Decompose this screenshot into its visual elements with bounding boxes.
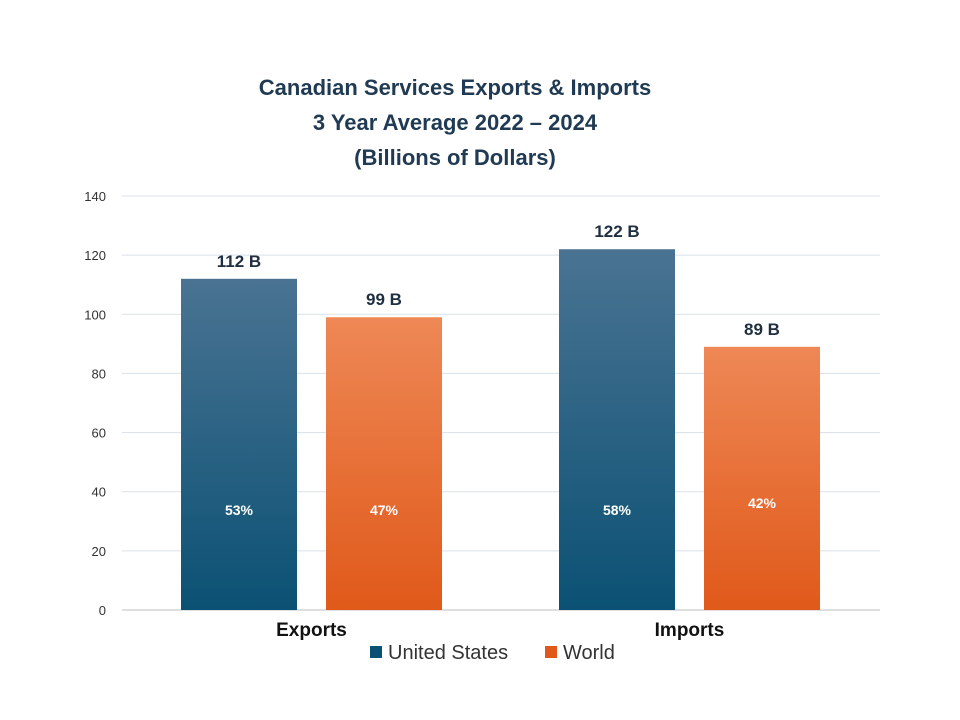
chart-title-line-1: Canadian Services Exports & Imports [259, 75, 651, 100]
bar-world-imports [704, 346, 820, 610]
legend-label-united-states: United States [388, 642, 508, 664]
y-tick-label-40: 40 [92, 485, 106, 500]
y-tick-label-0: 0 [99, 603, 106, 618]
percent-label-united-states-exports: 53% [225, 502, 254, 518]
value-label-united-states-imports: 122 B [594, 222, 639, 241]
value-label-world-imports: 89 B [744, 320, 780, 339]
chart-title: Canadian Services Exports & Imports 3 Ye… [259, 75, 651, 170]
x-axis: Exports Imports [276, 620, 724, 641]
bars: 112 B 53% 99 B 47% 122 B 58% 89 B 42% [181, 222, 820, 610]
legend-label-world: World [563, 642, 615, 664]
legend-swatch-united-states [370, 646, 382, 658]
y-tick-label-100: 100 [84, 307, 106, 322]
y-tick-label-120: 120 [84, 248, 106, 263]
y-tick-label-80: 80 [92, 366, 106, 381]
value-label-world-exports: 99 B [366, 290, 402, 309]
bar-united-states-exports [181, 278, 297, 610]
y-tick-label-20: 20 [92, 544, 106, 559]
y-axis: 0 20 40 60 80 100 120 140 [84, 189, 106, 618]
y-tick-label-140: 140 [84, 189, 106, 204]
category-label-exports: Exports [276, 620, 347, 641]
y-tick-label-60: 60 [92, 426, 106, 441]
category-label-imports: Imports [655, 620, 725, 641]
bar-world-exports [326, 317, 442, 610]
legend-swatch-world [545, 646, 557, 658]
chart-title-line-2: 3 Year Average 2022 – 2024 [313, 110, 598, 135]
percent-label-world-exports: 47% [370, 502, 399, 518]
percent-label-united-states-imports: 58% [603, 502, 632, 518]
legend: United States World [370, 642, 615, 664]
chart-title-line-3: (Billions of Dollars) [354, 145, 556, 170]
percent-label-world-imports: 42% [748, 495, 777, 511]
bar-united-states-imports [559, 249, 675, 610]
value-label-united-states-exports: 112 B [217, 252, 261, 271]
